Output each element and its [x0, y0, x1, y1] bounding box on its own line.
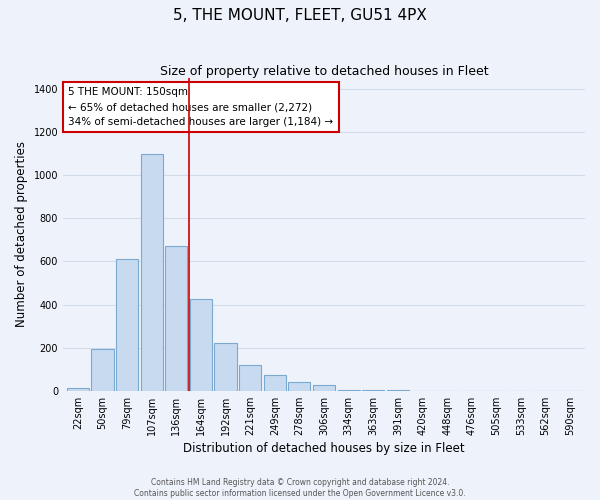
Text: Contains HM Land Registry data © Crown copyright and database right 2024.
Contai: Contains HM Land Registry data © Crown c… — [134, 478, 466, 498]
Bar — [313, 385, 335, 391]
Bar — [289, 382, 310, 391]
Y-axis label: Number of detached properties: Number of detached properties — [15, 142, 28, 328]
Title: Size of property relative to detached houses in Fleet: Size of property relative to detached ho… — [160, 65, 488, 78]
Text: 5, THE MOUNT, FLEET, GU51 4PX: 5, THE MOUNT, FLEET, GU51 4PX — [173, 8, 427, 22]
Bar — [116, 259, 138, 391]
Bar — [91, 349, 113, 391]
Bar — [338, 390, 360, 391]
Text: 5 THE MOUNT: 150sqm
← 65% of detached houses are smaller (2,272)
34% of semi-det: 5 THE MOUNT: 150sqm ← 65% of detached ho… — [68, 88, 334, 127]
Bar — [140, 154, 163, 391]
Bar — [165, 246, 187, 391]
Bar — [362, 390, 385, 391]
Bar — [264, 374, 286, 391]
Bar — [67, 388, 89, 391]
X-axis label: Distribution of detached houses by size in Fleet: Distribution of detached houses by size … — [183, 442, 465, 455]
Bar — [214, 343, 236, 391]
Bar — [190, 299, 212, 391]
Bar — [239, 365, 261, 391]
